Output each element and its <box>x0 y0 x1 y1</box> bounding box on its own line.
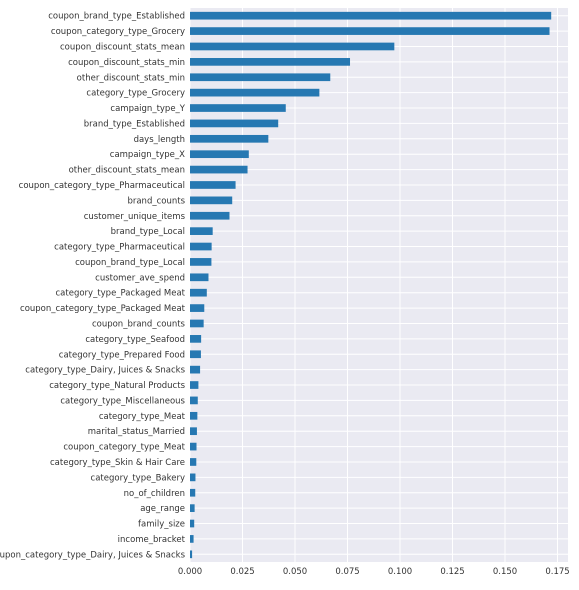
x-tick-label: 0.125 <box>440 567 464 577</box>
y-tick-label: other_discount_stats_mean <box>69 166 185 176</box>
y-tick-label: category_type_Packaged Meat <box>56 289 186 299</box>
y-tick-label: category_type_Miscellaneous <box>60 396 185 406</box>
x-tick-label: 0.050 <box>283 567 307 577</box>
y-tick-label: days_length <box>134 135 185 145</box>
y-tick-label: customer_ave_spend <box>95 273 185 283</box>
bar <box>190 11 552 20</box>
x-tick-label: 0.150 <box>493 567 517 577</box>
x-tick-label: 0.175 <box>545 567 569 577</box>
bar <box>190 273 209 282</box>
y-tick-label: customer_unique_items <box>84 212 186 222</box>
bar <box>190 396 198 405</box>
y-tick-label: category_type_Pharmaceutical <box>54 243 185 253</box>
bar <box>190 58 351 66</box>
bar <box>190 150 249 159</box>
bar <box>190 535 194 543</box>
bar <box>190 504 195 512</box>
y-tick-label: coupon_discount_stats_mean <box>60 42 185 52</box>
y-tick-label: coupon_discount_stats_min <box>68 58 185 68</box>
bar <box>190 550 193 559</box>
y-tick-label: category_type_Prepared Food <box>59 350 185 360</box>
y-tick-label: income_bracket <box>118 535 186 545</box>
x-tick-label: 0.075 <box>335 567 359 577</box>
y-tick-label: category_type_Seafood <box>85 335 185 345</box>
x-tick-label: 0.025 <box>230 567 254 577</box>
bar <box>190 181 236 189</box>
bar <box>190 381 199 389</box>
bar <box>190 73 331 82</box>
y-tick-label: category_type_Meat <box>99 412 186 422</box>
bar <box>190 365 201 374</box>
x-tick-label: 0.000 <box>178 567 202 577</box>
y-tick-label: coupon_category_type_Dairy, Juices & Sna… <box>0 550 186 560</box>
bar <box>190 134 269 143</box>
y-tick-label: campaign_type_X <box>110 150 185 160</box>
y-tick-label: no_of_children <box>124 489 185 499</box>
y-tick-label: coupon_category_type_Grocery <box>51 27 185 37</box>
y-tick-label: category_type_Skin & Hair Care <box>50 458 185 468</box>
y-tick-label: brand_counts <box>127 196 185 206</box>
y-tick-label: age_range <box>140 504 185 514</box>
bar <box>190 27 550 35</box>
y-tick-label: coupon_category_type_Pharmaceutical <box>19 181 185 191</box>
y-tick-label: category_type_Grocery <box>86 89 185 99</box>
bar <box>190 88 320 97</box>
bar <box>190 519 195 528</box>
bar <box>190 258 212 266</box>
bar <box>190 488 196 497</box>
bar <box>190 304 205 312</box>
y-tick-label: category_type_Bakery <box>91 473 185 483</box>
y-tick-label: brand_type_Established <box>84 119 185 129</box>
bar <box>190 104 286 112</box>
bar <box>190 119 279 128</box>
bar <box>190 227 213 235</box>
y-tick-label: marital_status_Married <box>88 427 185 437</box>
bar <box>190 42 395 51</box>
y-tick-label: coupon_category_type_Meat <box>63 443 185 453</box>
bar <box>190 473 196 482</box>
bar <box>190 165 248 174</box>
y-tick-label: category_type_Natural Products <box>49 381 185 391</box>
y-tick-label: coupon_brand_type_Established <box>48 12 185 22</box>
bar <box>190 319 204 328</box>
y-tick-label: campaign_type_Y <box>110 104 185 114</box>
bar <box>190 335 202 343</box>
y-tick-label: coupon_brand_type_Local <box>75 258 185 268</box>
x-tick-labels: 0.000 0.025 0.050 0.075 0.100 0.125 0.150 0.175 <box>178 567 570 577</box>
bar <box>190 411 198 420</box>
y-tick-label: coupon_brand_counts <box>92 319 186 329</box>
y-tick-label: coupon_category_type_Packaged Meat <box>20 304 186 314</box>
y-tick-label: brand_type_Local <box>111 227 185 237</box>
y-tick-label: other_discount_stats_min <box>77 73 185 83</box>
y-tick-label: family_size <box>138 520 185 530</box>
x-tick-label: 0.100 <box>388 567 412 577</box>
bar <box>190 288 207 297</box>
bar <box>190 458 197 466</box>
y-tick-labels: coupon_brand_type_Established coupon_cate… <box>0 12 186 561</box>
bar <box>190 442 197 451</box>
bar <box>190 196 233 205</box>
bars <box>190 11 552 559</box>
y-tick-label: category_type_Dairy, Juices & Snacks <box>25 366 185 376</box>
bar <box>190 211 230 220</box>
bar <box>190 427 197 436</box>
bar <box>190 242 212 251</box>
bar <box>190 350 201 359</box>
